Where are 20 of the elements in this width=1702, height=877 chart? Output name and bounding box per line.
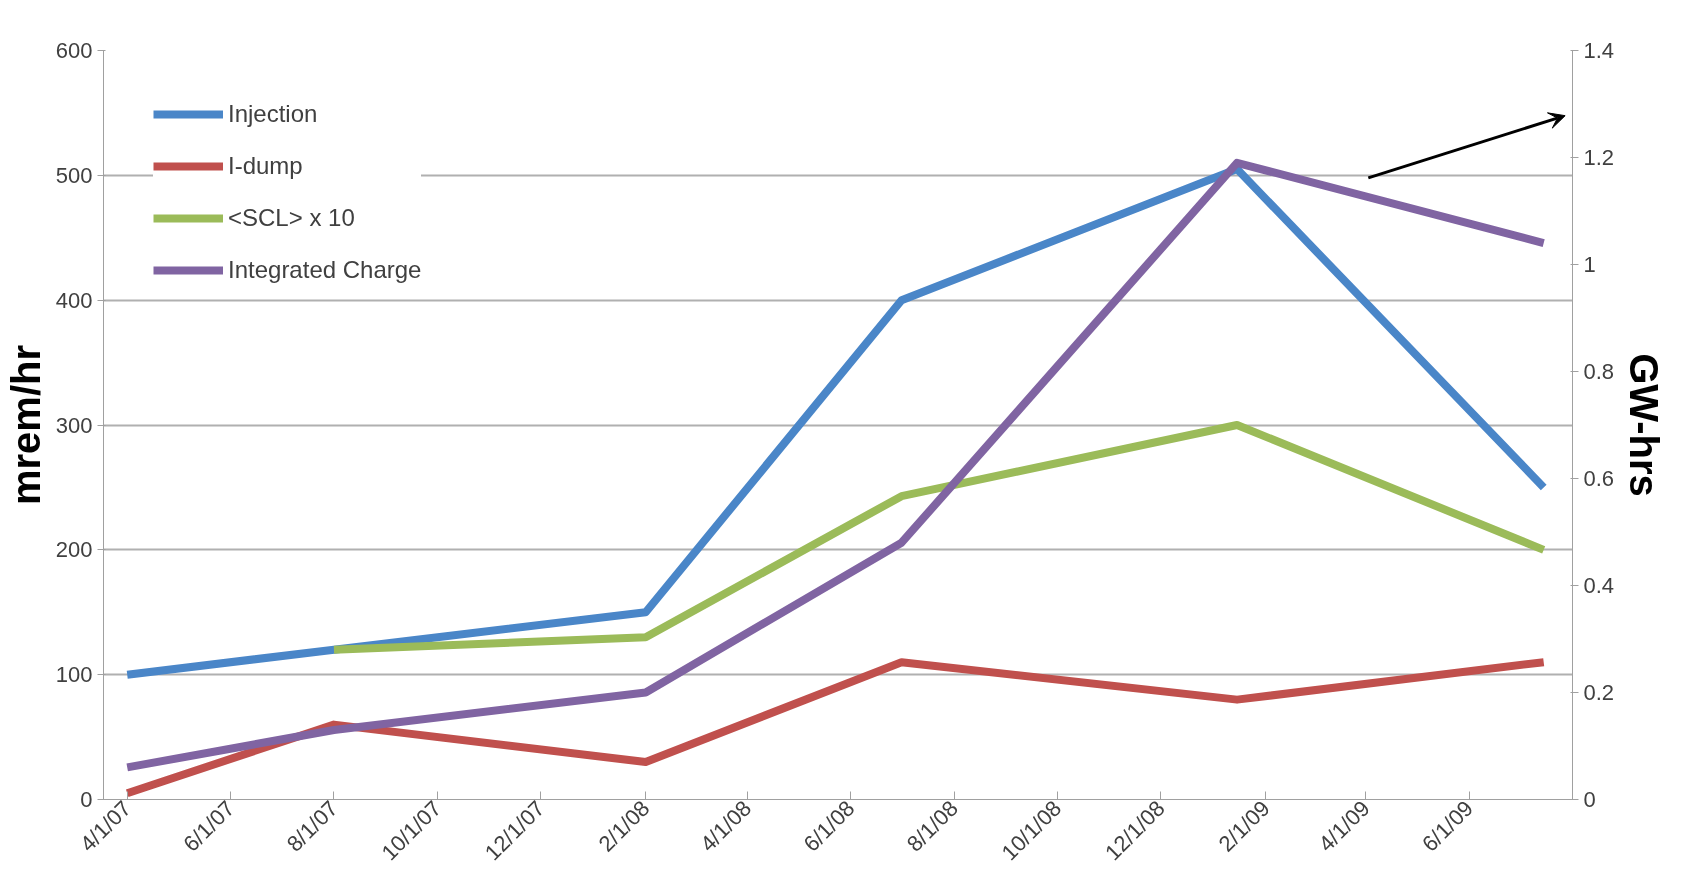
legend-label: Injection <box>228 100 318 128</box>
legend-label: <SCL> x 10 <box>228 204 355 232</box>
y2-tick-label: 0 <box>1583 787 1596 812</box>
legend-label: Integrated Charge <box>228 256 422 284</box>
y2-tick-label: 1.2 <box>1583 145 1615 170</box>
y2-axis-title: GW-hrs <box>1622 353 1667 497</box>
y-tick-label: 500 <box>55 162 93 188</box>
y-tick-label: 400 <box>55 287 93 313</box>
y2-tick-label: 0.4 <box>1583 573 1615 598</box>
y-tick-label: 100 <box>55 662 93 688</box>
y2-tick-label: 1 <box>1583 252 1596 277</box>
y2-tick-label: 0.2 <box>1583 680 1615 705</box>
legend-label: I-dump <box>228 152 303 180</box>
y-tick-label: 200 <box>55 537 93 563</box>
y2-tick-label: 0.6 <box>1583 466 1615 491</box>
y2-tick-label: 0.8 <box>1583 359 1615 384</box>
y2-tick-label: 1.4 <box>1583 38 1615 63</box>
y-tick-label: 600 <box>55 38 93 63</box>
y-tick-label: 300 <box>55 412 93 438</box>
y-axis-title: mrem/hr <box>3 344 48 506</box>
